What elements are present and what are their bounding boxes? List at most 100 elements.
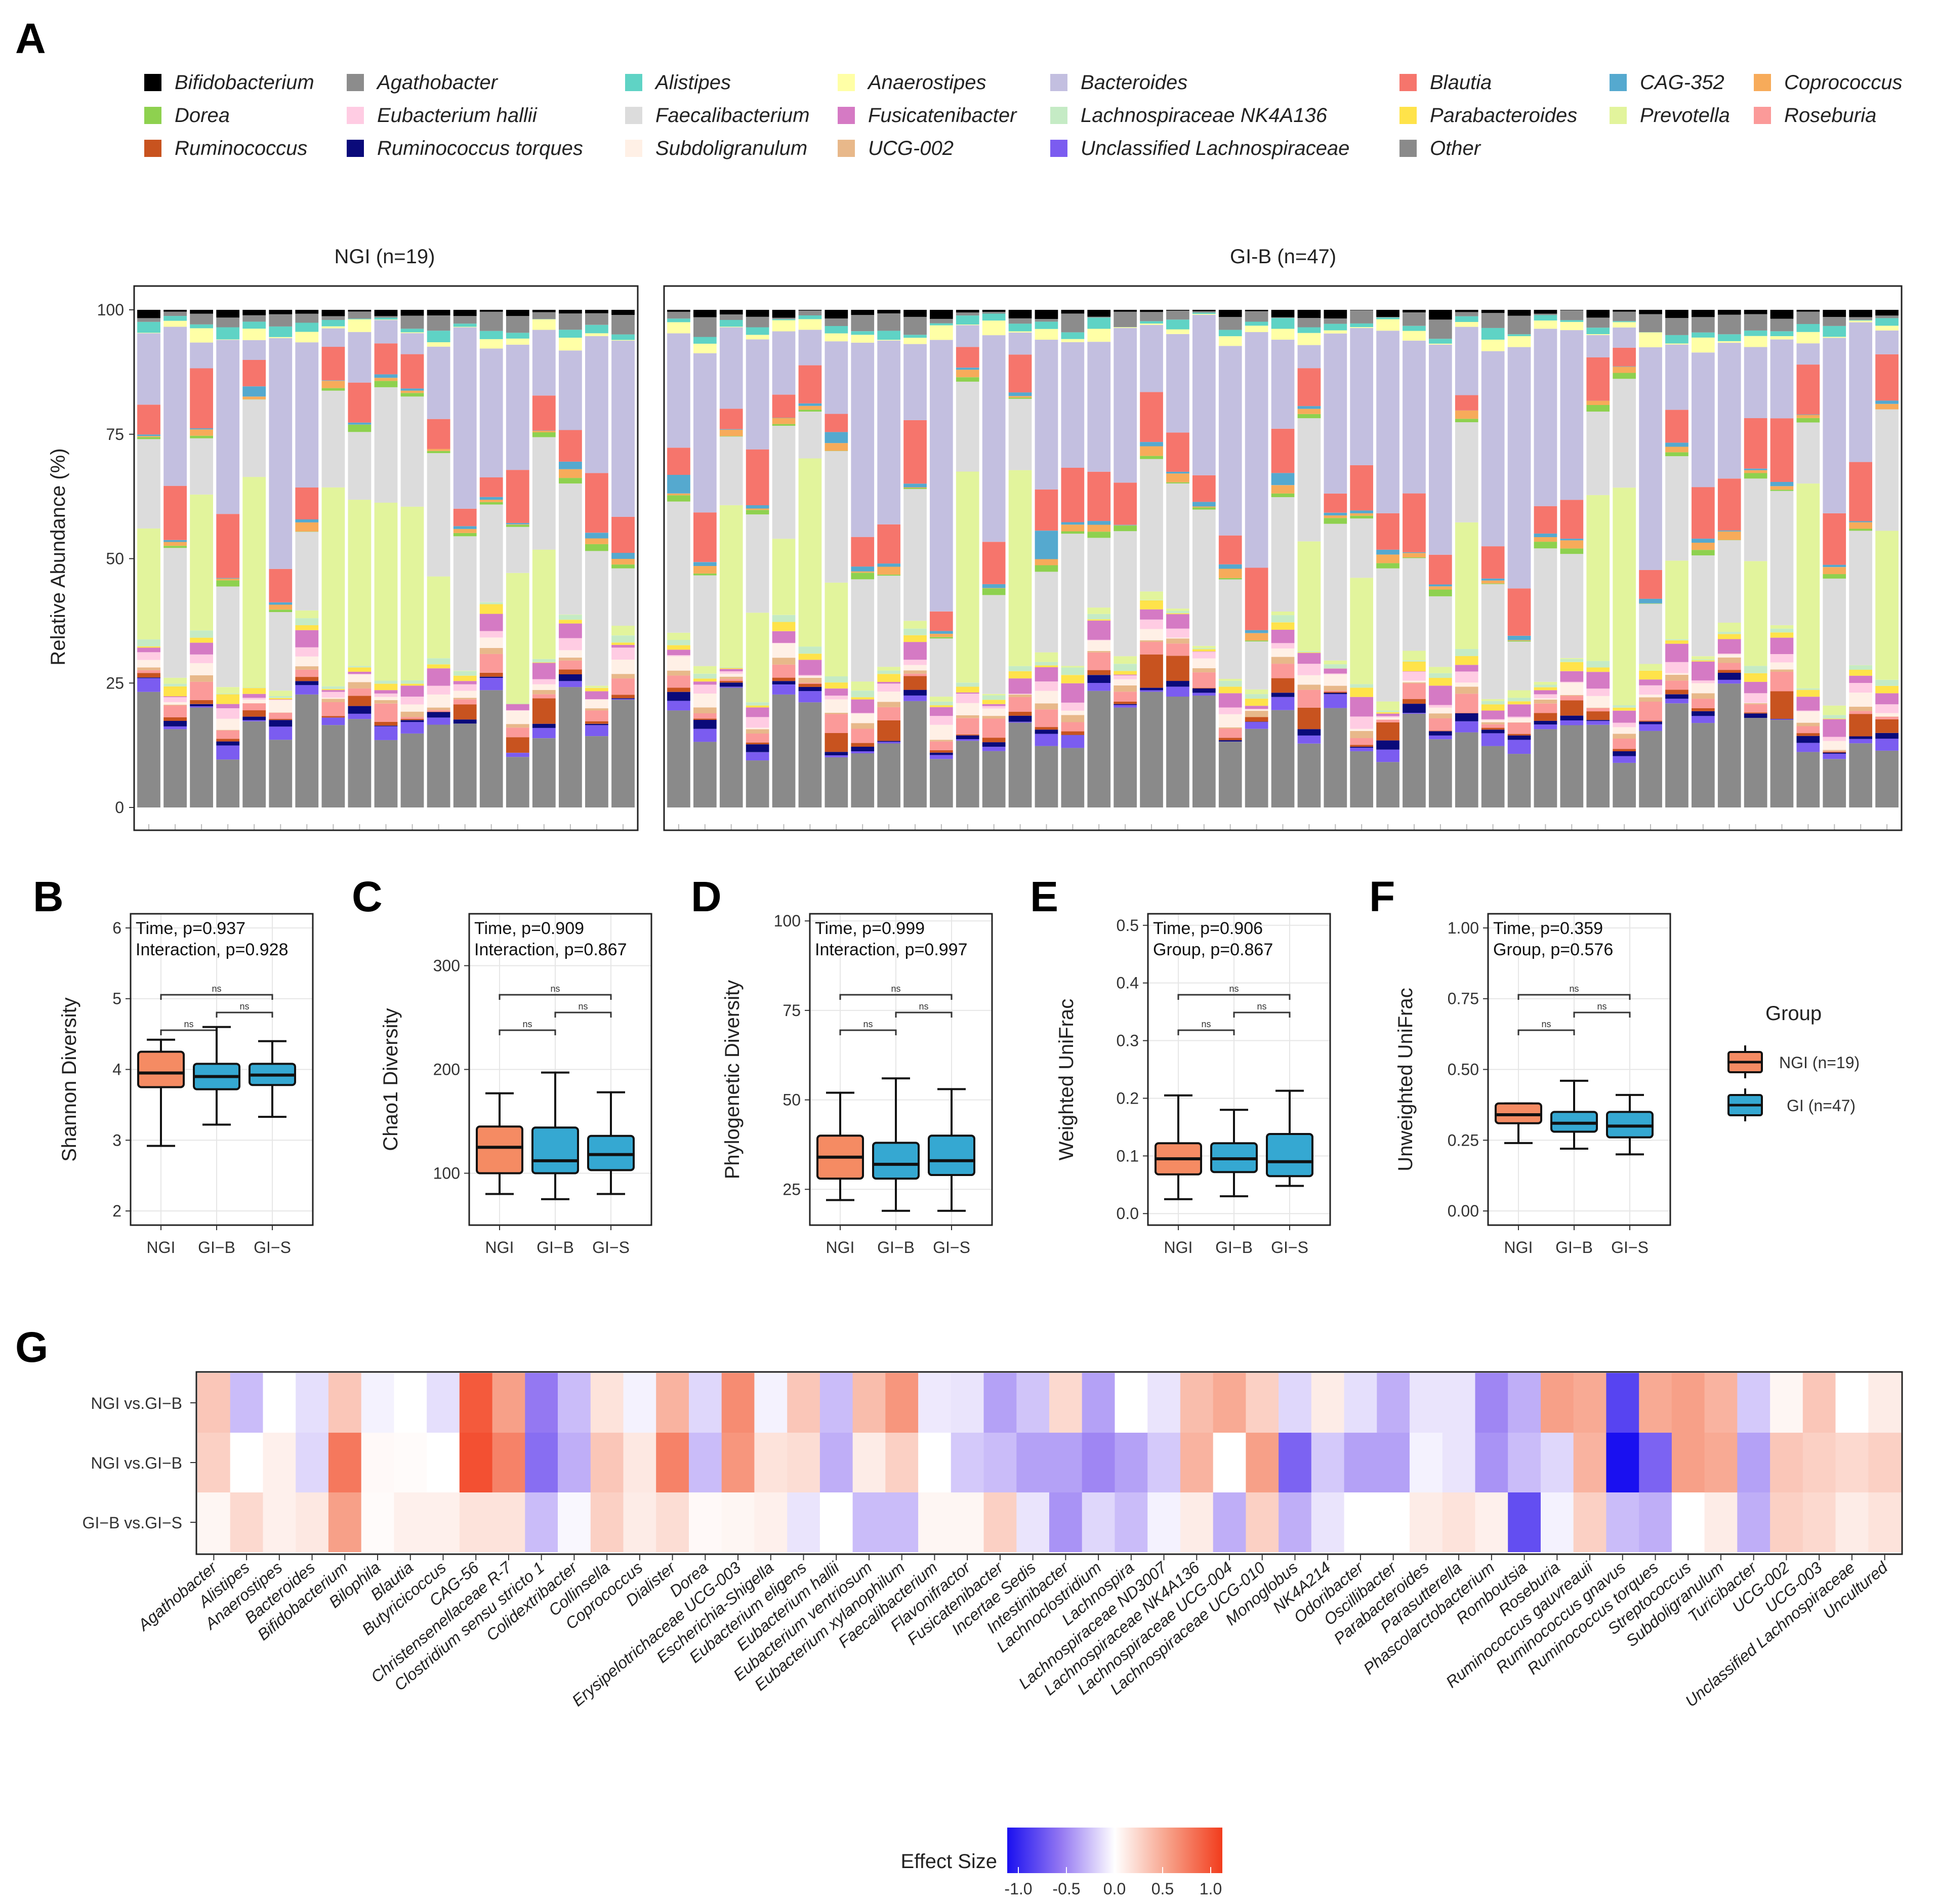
bar-segment [720, 681, 743, 682]
heatmap-cell [525, 1433, 558, 1492]
box [532, 1127, 578, 1173]
bar-segment [480, 349, 503, 478]
bar-segment [1508, 316, 1531, 335]
bar-segment [1140, 459, 1163, 592]
bar-segment [1665, 675, 1688, 681]
bar-segment [559, 650, 582, 658]
bar-segment [611, 310, 635, 315]
bar-segment [295, 522, 318, 532]
bar-segment [1849, 462, 1872, 521]
bar-segment [720, 674, 743, 677]
bar-segment [1875, 400, 1899, 404]
bar-segment [956, 739, 979, 741]
bar-segment [1849, 521, 1872, 522]
bar-segment [772, 424, 796, 426]
bar-segment [1140, 640, 1163, 642]
bar-segment [1560, 659, 1584, 662]
bar-segment [1481, 722, 1505, 724]
bar-segment [1324, 691, 1347, 692]
bar-segment [1324, 515, 1347, 518]
bar-segment [559, 430, 582, 462]
bar-segment [348, 318, 372, 319]
bar-segment [1166, 611, 1189, 614]
bar-segment [1376, 710, 1399, 712]
bar-segment [667, 640, 690, 645]
bar-segment [1718, 315, 1741, 335]
bar-segment [851, 573, 874, 579]
bar-segment [269, 698, 292, 700]
bar-segment [930, 707, 953, 716]
bar-segment [1271, 630, 1295, 643]
bar-segment [611, 315, 635, 335]
bar-segment [1166, 643, 1189, 656]
bar-segment [1324, 686, 1347, 691]
heatmap-cell [1049, 1492, 1082, 1552]
bar-segment [1061, 522, 1085, 525]
bar-segment [1035, 310, 1058, 319]
box [138, 1052, 184, 1087]
bar-segment [322, 320, 345, 327]
bar-segment [532, 738, 556, 807]
bar-segment [1061, 310, 1085, 313]
bar-segment [1219, 346, 1242, 535]
bar-segment [559, 620, 582, 623]
heatmap-cell [1147, 1373, 1180, 1433]
y-axis-title: Shannon Diversity [58, 997, 80, 1162]
bar-segment [1429, 673, 1452, 678]
bar-segment [1875, 404, 1899, 410]
heatmap-cell [1574, 1492, 1607, 1552]
bar-segment [851, 681, 874, 691]
bar-segment [1692, 539, 1715, 543]
significance-label: ns [239, 1001, 249, 1011]
bar-segment [1192, 652, 1216, 658]
bar-segment [1875, 310, 1899, 315]
bar-segment [1797, 711, 1820, 722]
significance-label: ns [1229, 984, 1239, 994]
bar-segment [348, 425, 372, 432]
bar-segment [1219, 708, 1242, 714]
bar-segment [746, 450, 769, 505]
heatmap-cell [1672, 1373, 1705, 1433]
bar-segment [1166, 483, 1189, 609]
bar-segment [216, 742, 239, 746]
bar-segment [163, 546, 187, 548]
bar-segment [982, 719, 1006, 738]
bar-segment [903, 488, 927, 489]
bar-segment [1087, 521, 1110, 525]
bar-segment [667, 322, 690, 333]
bar-segment [1009, 397, 1032, 398]
bar-segment [1166, 638, 1189, 643]
bar-segment [877, 674, 900, 682]
bar-segment [1114, 327, 1137, 328]
bar-segment [480, 637, 503, 648]
bar-segment [1271, 664, 1295, 678]
bar-segment [190, 310, 213, 314]
bar-segment [1797, 364, 1820, 415]
bar-segment [1718, 334, 1741, 341]
bar-segment [348, 311, 372, 318]
bar-segment [427, 310, 450, 315]
bar-segment [1429, 310, 1452, 319]
bar-segment [1875, 410, 1899, 531]
bar-segment [1613, 379, 1636, 488]
bar-segment [1718, 531, 1741, 532]
bar-segment [1429, 596, 1452, 667]
stacked-bars-gib [667, 310, 1899, 830]
bar-segment [746, 744, 769, 752]
bar-segment [930, 326, 953, 340]
legend-swatch [625, 140, 642, 157]
bar-segment [1875, 693, 1899, 704]
bar-segment [1376, 702, 1399, 711]
row-label: NGI vs.GI−B [91, 1394, 182, 1412]
bar-segment [1586, 725, 1610, 807]
bar-segment [585, 533, 608, 538]
bar-segment [1350, 697, 1373, 717]
bar-segment [611, 698, 635, 699]
bar-segment [1403, 312, 1426, 326]
bar-segment [1613, 708, 1636, 711]
panel-label-c: C [352, 873, 383, 920]
bar-segment [1271, 485, 1295, 494]
bar-segment [903, 317, 927, 335]
bar-segment [375, 681, 398, 684]
bar-segment [693, 681, 717, 684]
